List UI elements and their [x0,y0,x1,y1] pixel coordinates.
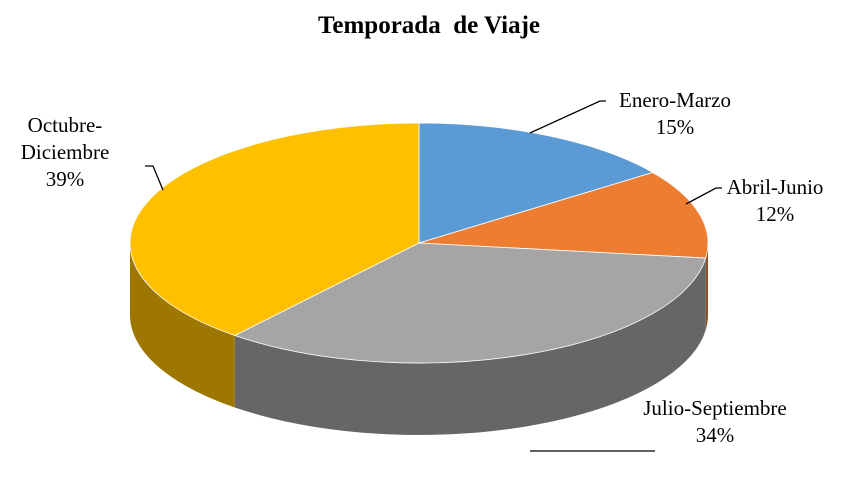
data-label: Abril-Junio 12% [700,174,850,228]
pie-slice [233,242,707,364]
category-label: Abril-Junio [726,175,824,199]
chart-title: Temporada de Viaje [318,12,540,39]
data-label: Julio-Septiembre 34% [640,395,790,449]
pie-slice-side [705,243,708,331]
pie-slice-side [234,258,706,435]
category-label: Julio-Septiembre [643,396,787,420]
percent-label: 15% [655,115,695,139]
data-label: Octubre-Diciembre 39% [0,112,130,193]
category-label: Enero-Marzo [619,88,731,112]
leader-lines [145,100,722,452]
pie-slice [418,172,709,259]
leader-line [529,100,606,134]
pie [129,122,709,435]
percent-label: 34% [695,423,735,447]
percent-label: 39% [45,167,85,191]
leader-line [685,187,722,205]
pie-slice [418,122,654,244]
percent-label: 12% [755,202,795,226]
leader-line [145,165,164,191]
pie-slice [129,122,420,336]
category-label: Octubre-Diciembre [20,113,110,164]
pie-slice-side [130,243,235,408]
data-label: Enero-Marzo 15% [585,87,765,141]
